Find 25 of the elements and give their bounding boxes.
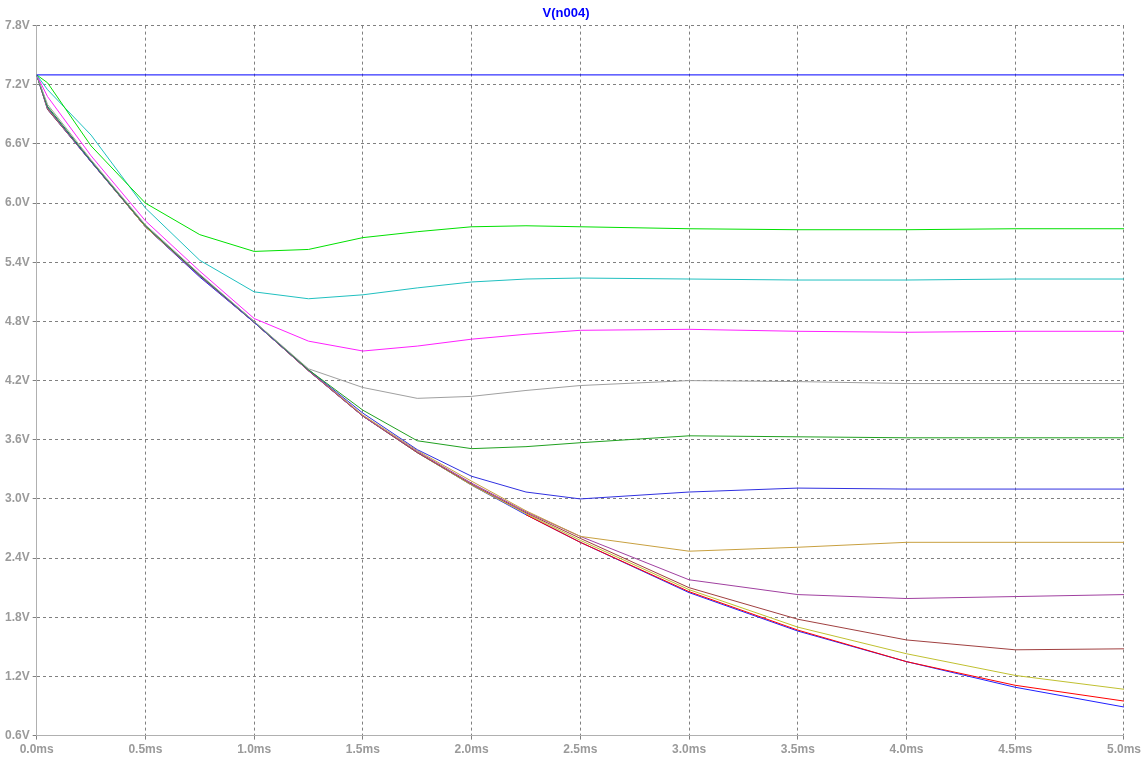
x-tick-label: 0.0ms <box>19 742 55 757</box>
y-tick-label: 1.2V <box>5 668 30 683</box>
x-tick-label: 3.0ms <box>672 742 707 757</box>
y-tick-label: 4.8V <box>5 313 30 328</box>
x-tick-label: 0.5ms <box>128 742 163 757</box>
y-tick-label: 6.6V <box>5 136 30 151</box>
y-tick-label: 7.8V <box>5 17 30 32</box>
y-tick-label: 3.6V <box>5 432 30 447</box>
x-tick-label: 2.0ms <box>454 742 489 757</box>
y-tick-label: 6.0V <box>5 195 30 210</box>
y-tick-label: 7.2V <box>5 77 30 92</box>
y-tick-label: 1.8V <box>5 609 30 624</box>
y-tick-label: 5.4V <box>5 254 30 269</box>
y-tick-label: 4.2V <box>5 372 30 387</box>
y-tick-label: 0.6V <box>5 727 30 742</box>
x-tick-label: 3.5ms <box>780 742 816 757</box>
x-tick-label: 4.0ms <box>889 742 924 757</box>
x-tick-label: 5.0ms <box>1106 742 1142 757</box>
y-tick-label: 2.4V <box>5 550 30 565</box>
y-tick-label: 3.0V <box>5 491 30 506</box>
x-tick-label: 1.5ms <box>345 742 381 757</box>
x-tick-label: 1.0ms <box>237 742 272 757</box>
x-tick-label: 4.5ms <box>998 742 1033 757</box>
chart-title: V(n004) <box>542 5 590 21</box>
x-tick-label: 2.5ms <box>563 742 598 757</box>
